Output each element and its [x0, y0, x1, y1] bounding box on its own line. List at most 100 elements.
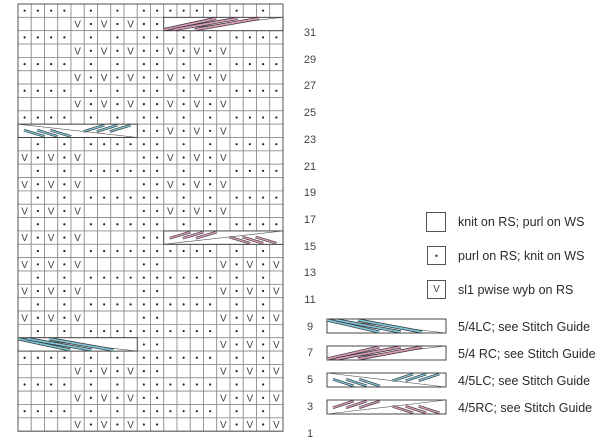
chart-cell [17, 364, 32, 379]
chart-cell [17, 16, 32, 32]
slip-v-icon: V [220, 420, 227, 431]
chart-cell [176, 364, 191, 379]
purl-dot-icon [182, 196, 185, 199]
purl-dot-icon [116, 9, 119, 12]
slip-v-icon: V [220, 260, 227, 271]
chart-cell [216, 217, 231, 232]
purl-dot-icon [156, 316, 159, 319]
purl-dot-icon [63, 303, 66, 306]
purl-dot-icon [262, 383, 265, 386]
chart-cell [70, 297, 85, 312]
purl-dot-icon [209, 410, 212, 413]
chart-cable-54lc [17, 337, 138, 352]
chart-cell [256, 43, 271, 58]
slip-v-icon: V [101, 420, 108, 431]
purl-dot-icon [63, 169, 66, 172]
purl-dot-icon [182, 129, 185, 132]
chart-cell [83, 177, 98, 192]
purl-dot-icon [209, 49, 212, 52]
slip-v-icon: V [220, 340, 227, 351]
chart-cell [17, 190, 32, 205]
purl-dot-icon [89, 89, 92, 92]
legend-cable-icon-45rc [326, 399, 447, 415]
chart-cell [163, 364, 178, 379]
legend-purl-label: purl on RS; knit on WS [458, 249, 585, 263]
purl-dot-icon [156, 410, 159, 413]
purl-dot-icon [142, 169, 145, 172]
chart-cell [30, 364, 45, 379]
purl-dot-icon [142, 103, 145, 106]
purl-dot-icon [116, 383, 119, 386]
chart-cell [17, 243, 32, 259]
purl-dot-icon [50, 410, 53, 413]
purl-dot-icon [89, 276, 92, 279]
chart-cell [70, 57, 85, 72]
purl-dot-icon [209, 383, 212, 386]
purl-dot-icon [116, 62, 119, 66]
purl-dot-icon [182, 276, 185, 279]
slip-v-icon: V [127, 367, 134, 378]
slip-v-icon: V [194, 153, 201, 164]
chart-cell [216, 377, 231, 392]
chart-cell [70, 83, 85, 98]
purl-dot-icon [209, 276, 212, 279]
purl-dot-icon [195, 329, 198, 333]
chart-cell [123, 83, 138, 98]
chart-cell [70, 350, 85, 365]
purl-dot-icon [262, 289, 265, 293]
chart-cell [189, 190, 204, 205]
purl-dot-icon [116, 276, 119, 279]
chart-cell [70, 137, 85, 152]
chart-cell [189, 364, 204, 379]
purl-dot-icon [89, 383, 92, 386]
chart-cell [269, 123, 284, 138]
chart-cell [17, 43, 32, 58]
chart-cell [123, 177, 138, 192]
purl-dot-icon [182, 156, 185, 159]
purl-dot-icon [129, 223, 132, 226]
chart-cell [189, 257, 204, 272]
purl-dot-icon [235, 316, 238, 319]
chart-cell [17, 97, 32, 112]
purl-dot-icon [36, 9, 39, 12]
row-number-label: 15 [303, 240, 317, 253]
chart-cell [44, 364, 59, 379]
slip-v-icon: V [273, 420, 280, 431]
slip-v-icon: V [74, 20, 81, 31]
slip-v-icon: V [194, 73, 201, 84]
slip-v-icon: V [273, 313, 280, 324]
chart-cell [242, 43, 257, 58]
slip-v-icon: V [220, 100, 227, 111]
row-number-label: 29 [303, 53, 317, 66]
chart-cell [44, 97, 59, 112]
chart-cell [189, 30, 204, 45]
chart-cell [189, 110, 204, 125]
chart-cell [269, 3, 284, 18]
purl-dot-icon [182, 209, 185, 213]
purl-dot-icon [36, 156, 39, 159]
purl-dot-icon [262, 303, 265, 306]
purl-dot-icon [182, 303, 185, 306]
purl-dot-icon [116, 116, 119, 119]
slip-v-icon: V [167, 73, 174, 84]
chart-cell [17, 297, 32, 312]
purl-dot-icon [142, 89, 145, 92]
purl-dot-icon [169, 249, 172, 253]
purl-dot-icon [182, 116, 185, 119]
slip-v-icon: V [220, 287, 227, 298]
purl-dot-icon [36, 209, 39, 213]
chart-cell [189, 57, 204, 72]
legend-cable-icon-54lc [326, 318, 447, 334]
chart-cell [163, 337, 178, 352]
chart-cell [203, 337, 218, 352]
purl-dot-icon [209, 303, 212, 306]
row-number-label: 7 [306, 347, 314, 360]
chart-cell [242, 97, 257, 112]
chart-cell [216, 137, 231, 152]
slip-v-icon: V [167, 153, 174, 164]
purl-dot-icon [89, 9, 92, 12]
legend-cable-icons [326, 318, 447, 415]
purl-dot-icon [142, 343, 145, 346]
chart-cable-54rc [163, 16, 284, 32]
purl-dot-icon [142, 196, 145, 199]
